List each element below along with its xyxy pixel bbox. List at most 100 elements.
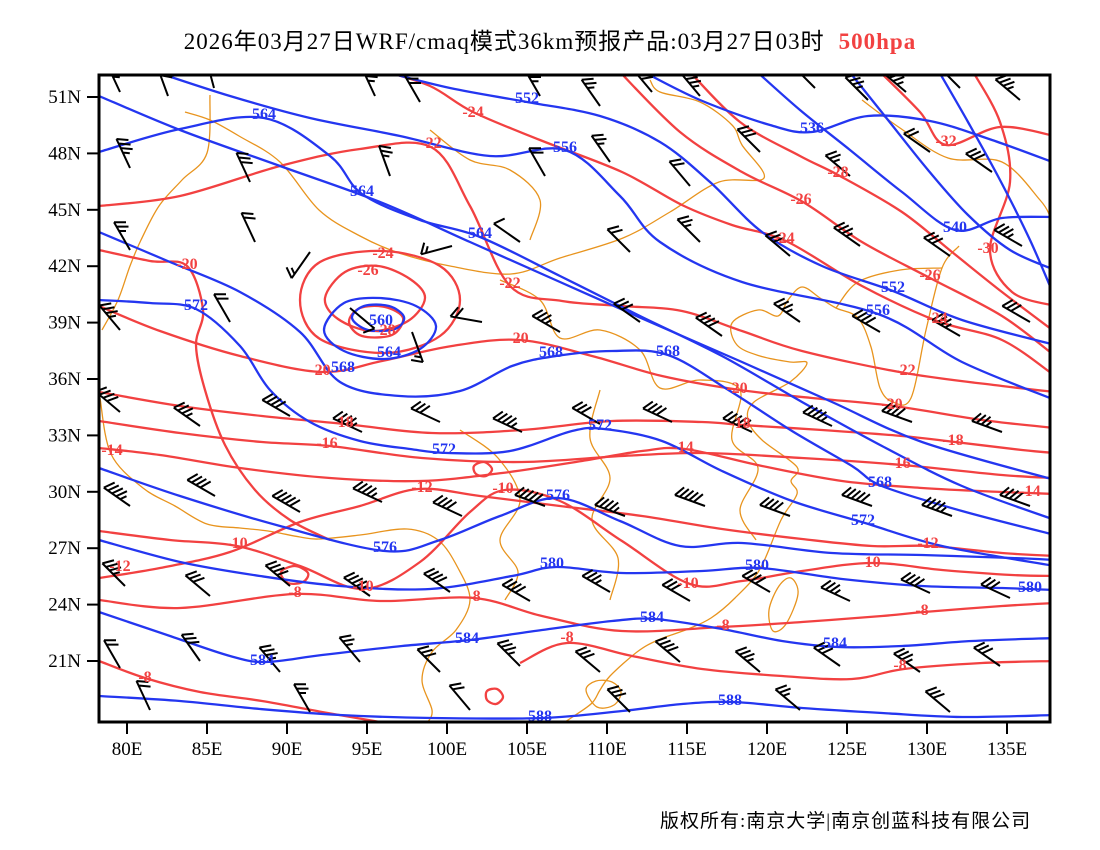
wind-barb <box>980 576 1011 599</box>
x-tick-label: 90E <box>272 739 303 760</box>
temp-contour-label: -28 <box>827 164 848 181</box>
wind-barb <box>594 496 626 517</box>
height-contour-540 <box>758 75 1050 232</box>
wind-barb <box>343 571 371 597</box>
height-contour-label: 568 <box>656 343 680 360</box>
temp-contour-label: -24 <box>773 230 794 247</box>
temp-contour--10 <box>99 488 1050 591</box>
wind-barb <box>851 309 881 333</box>
x-tick-label: 130E <box>907 739 947 760</box>
wind-barb <box>492 410 523 433</box>
height-contour-label: 572 <box>184 297 208 314</box>
wind-barb <box>903 127 931 153</box>
temp-contour--30 <box>973 75 1050 306</box>
temp-contour-label: -26 <box>790 191 811 208</box>
y-tick-label: 51N <box>48 87 81 108</box>
temp-contour-label: -24 <box>462 104 483 121</box>
wind-barb <box>449 306 483 323</box>
coastline-border-path <box>861 99 1050 217</box>
temp-contour-label: -8 <box>138 669 151 686</box>
coastline-border-path <box>499 279 759 541</box>
wind-barb <box>800 75 816 89</box>
wind-barb <box>636 75 654 93</box>
y-tick-label: 39N <box>48 313 81 334</box>
height-contour-588 <box>99 694 1050 720</box>
coastline-border-path <box>835 267 943 309</box>
x-tick-label: 135E <box>987 739 1027 760</box>
wind-barb <box>676 215 701 243</box>
height-contour-580 <box>99 538 1050 591</box>
height-contour-label: 584 <box>640 609 664 626</box>
height-contour-536 <box>647 75 1050 163</box>
temp-contour-label: -20 <box>176 256 197 273</box>
wind-barb <box>881 402 913 423</box>
wind-barb <box>432 494 463 517</box>
wind-barb <box>884 75 907 93</box>
temp-contour-label: -8 <box>893 657 906 674</box>
wind-barb <box>833 221 861 247</box>
temp-contour-label: -10 <box>859 554 880 571</box>
wind-barb <box>674 486 706 507</box>
height-contour-544 <box>850 75 1050 270</box>
wind-barb <box>240 212 256 243</box>
wind-barb <box>1001 299 1031 323</box>
temp-contour-label: -22 <box>420 135 441 152</box>
wind-barb <box>285 251 311 279</box>
wind-barb <box>734 646 761 673</box>
temp-contour-label: -26 <box>919 267 940 284</box>
height-contour-572 <box>99 298 1050 567</box>
wind-barb <box>841 486 873 507</box>
height-contour-label: 576 <box>373 539 397 556</box>
wind-barb <box>186 473 216 497</box>
copyright-footer: 版权所有:南京大学|南京创蓝科技有限公司 <box>660 811 1032 832</box>
height-contour-label: 580 <box>1018 579 1042 596</box>
wind-barb <box>973 641 1001 667</box>
wind-barb <box>571 401 601 425</box>
wind-barb <box>759 496 791 517</box>
temp-contour-label: -8 <box>288 584 301 601</box>
wind-barb <box>113 221 131 251</box>
height-contours-layer <box>99 75 1050 720</box>
wind-barb <box>681 75 702 97</box>
x-tick-label: 125E <box>827 739 867 760</box>
temp-contour--8 <box>99 592 1050 633</box>
wind-barb <box>921 496 953 517</box>
height-contour-552 <box>392 75 1050 345</box>
temp-contour-label: -26 <box>357 262 378 279</box>
temp-contour-label: -8 <box>716 617 729 634</box>
temp-contour-label: -16 <box>316 435 337 452</box>
y-tick-label: 27N <box>48 538 81 559</box>
temp-contour-label: -14 <box>101 442 122 459</box>
wind-barb <box>774 684 801 711</box>
wind-barb <box>235 152 253 183</box>
wind-barb <box>590 133 611 163</box>
temp-contour-label: -12 <box>411 479 432 496</box>
wind-barb <box>773 297 801 323</box>
height-contour-label: 572 <box>588 417 612 434</box>
wind-barb <box>213 293 231 323</box>
height-contour-label: 564 <box>377 344 401 361</box>
wind-barb <box>528 147 546 177</box>
y-tick-label: 48N <box>48 143 81 164</box>
wind-barb <box>900 571 931 594</box>
height-contour-label: 564 <box>350 183 374 200</box>
wind-barb <box>403 75 421 103</box>
wind-barb <box>115 138 133 169</box>
wind-barb <box>514 486 546 507</box>
height-contour-label: 584 <box>250 652 274 669</box>
height-contour-label: 552 <box>515 90 539 107</box>
x-tick-label: 100E <box>427 739 467 760</box>
wind-barb <box>180 632 201 662</box>
weather-map: -32-30-28-26-26-24-24-24-24-26-28-22-22-… <box>48 73 1052 760</box>
basemap-layer <box>99 79 1050 722</box>
wind-barb <box>661 578 691 602</box>
wind-barb <box>349 307 376 334</box>
wind-barb <box>209 75 222 89</box>
height-contour-576 <box>99 466 1050 561</box>
temp-contour--14 <box>99 446 1050 495</box>
wind-barb <box>764 230 791 257</box>
wind-barb <box>844 75 869 101</box>
temp-contour--10 <box>472 460 494 478</box>
wind-barb <box>416 645 441 673</box>
